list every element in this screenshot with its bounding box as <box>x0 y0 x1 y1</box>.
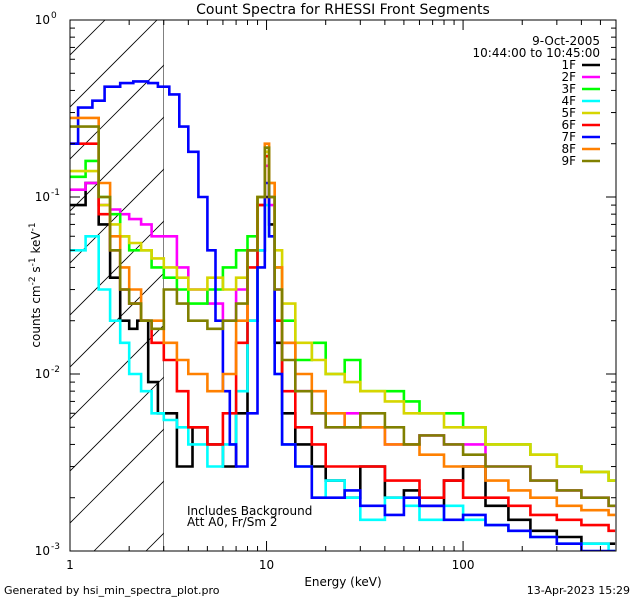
hatch-line <box>70 324 164 420</box>
series-line-5F <box>70 150 616 482</box>
x-axis-label: Energy (keV) <box>304 575 381 589</box>
x-tick-label: 10 <box>259 558 274 572</box>
y-tick-exponent: -3 <box>51 542 60 552</box>
plot-frame <box>69 19 617 552</box>
series-line-6F <box>70 142 616 533</box>
attenuator-hatch-region <box>0 0 164 551</box>
series-line-9F <box>70 125 616 508</box>
hatch-line <box>70 220 164 316</box>
plot-time-range: 10:44:00 to 10:45:00 <box>473 46 600 60</box>
chart-title: Count Spectra for RHESSI Front Segments <box>196 2 490 18</box>
y-tick-label: 10 <box>35 544 50 558</box>
annotation-background: Includes Background <box>187 504 312 518</box>
hatch-line <box>70 428 164 524</box>
y-tick-label: 10 <box>35 13 50 27</box>
series-line-2F <box>70 164 616 508</box>
legend-label-8F: 8F <box>561 142 576 156</box>
generated-timestamp: 13-Apr-2023 15:29 <box>526 584 630 597</box>
legend-label-7F: 7F <box>561 130 576 144</box>
series-line-7F <box>70 80 616 551</box>
hatch-line <box>70 20 106 56</box>
legend-label-5F: 5F <box>561 106 576 120</box>
x-tick-label: 100 <box>452 558 475 572</box>
hatch-line <box>70 376 164 472</box>
y-tick-exponent: -2 <box>51 365 60 375</box>
y-tick-label: 10 <box>35 367 50 381</box>
generated-by-note: Generated by hsi_min_spectra_plot.pro <box>4 584 220 597</box>
x-tick-label: 1 <box>66 558 74 572</box>
plot-date: 9-Oct-2005 <box>532 34 600 48</box>
y-tick-exponent: 0 <box>51 11 57 21</box>
y-tick-label: 10 <box>35 190 50 204</box>
legend-label-3F: 3F <box>561 82 576 96</box>
y-tick-exponent: -1 <box>51 188 60 198</box>
legend-label-2F: 2F <box>561 70 576 84</box>
annotation-attenuator: Att A0, Fr/Sm 2 <box>187 515 277 529</box>
legend-label-6F: 6F <box>561 118 576 132</box>
series-line-3F <box>70 146 616 482</box>
legend-label-1F: 1F <box>561 58 576 72</box>
legend-label-9F: 9F <box>561 154 576 168</box>
hatch-line <box>70 20 158 108</box>
legend-label-4F: 4F <box>561 94 576 108</box>
y-axis-label: counts cm-2 s-1 keV-1 <box>28 222 43 347</box>
hatch-line <box>0 0 122 551</box>
